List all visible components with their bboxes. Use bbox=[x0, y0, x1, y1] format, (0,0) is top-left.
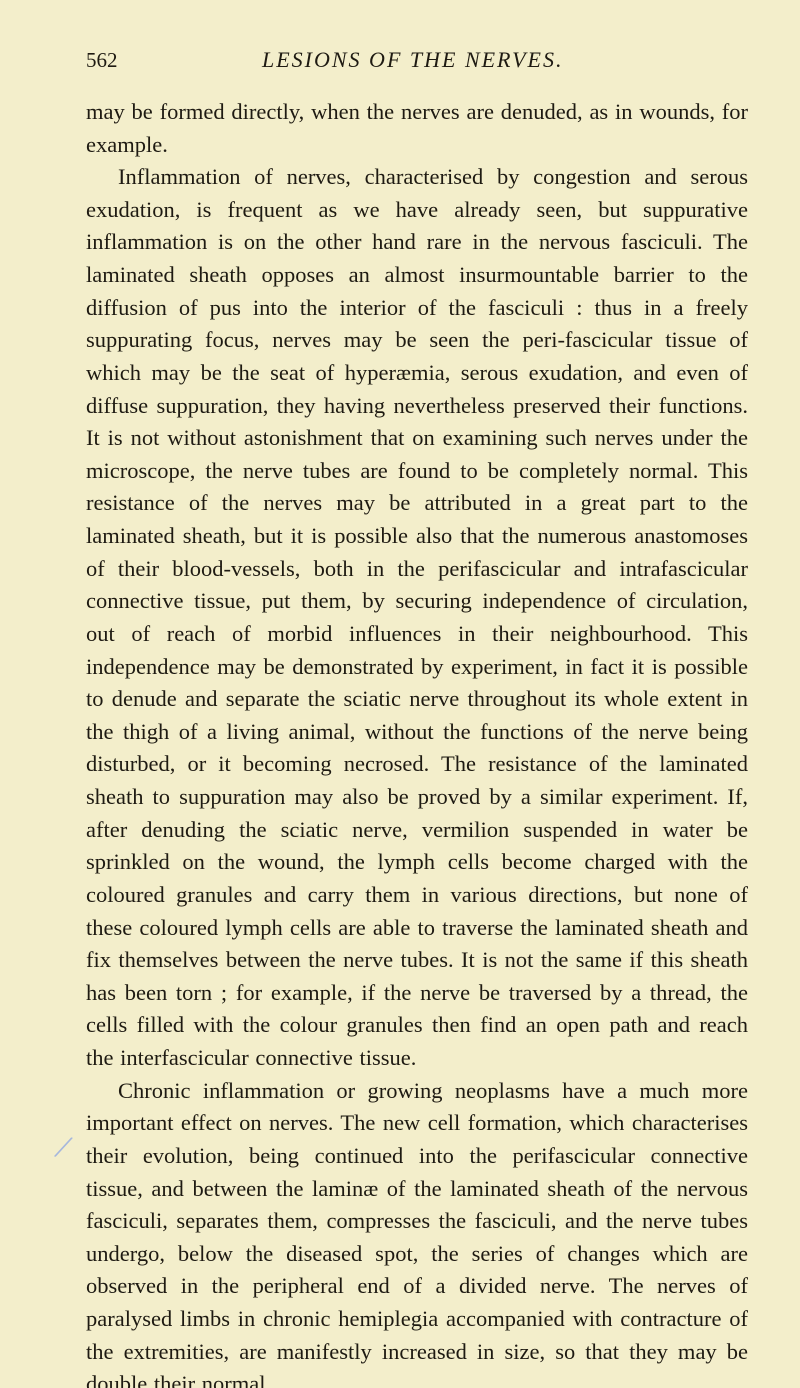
page-header: 562 LESIONS OF THE NERVES. bbox=[86, 44, 748, 76]
page-number: 562 bbox=[86, 45, 118, 75]
body-text: may be formed directly, when the nerves … bbox=[86, 96, 748, 1388]
paragraph-1: may be formed directly, when the nerves … bbox=[86, 96, 748, 161]
margin-annotation: / bbox=[52, 1123, 74, 1173]
paragraph-2: Inflammation of nerves, characterised by… bbox=[86, 161, 748, 1075]
paragraph-3: Chronic inflammation or growing neoplasm… bbox=[86, 1075, 748, 1388]
running-title: LESIONS OF THE NERVES. bbox=[118, 44, 709, 76]
